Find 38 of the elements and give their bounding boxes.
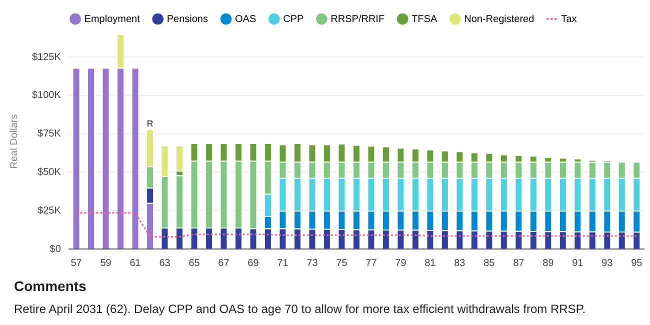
x-tick-label: 59: [100, 258, 112, 269]
x-tick-label: 73: [306, 258, 318, 269]
text: Retire April 2031 (62). Delay CPP and OAS to age 70 to allow for more tax efficient withdrawals from RRSP.: [14, 302, 587, 316]
x-tick-label: 63: [159, 258, 171, 269]
x-tick-label: 83: [454, 258, 466, 269]
legend-label: Employment: [84, 14, 140, 25]
y-tick-label: $25K: [38, 205, 62, 216]
annotation: R: [146, 118, 154, 129]
x-tick-label: 61: [130, 258, 142, 269]
legend-label: Tax: [561, 14, 577, 25]
y-tick-label: $0: [50, 244, 62, 255]
y-tick-label: $50K: [38, 166, 62, 178]
x-tick-label: 77: [366, 258, 378, 269]
y-tick-label: $100K: [32, 90, 62, 102]
x-tick-label: 87: [513, 258, 525, 269]
x-tick-label: 69: [248, 258, 260, 269]
legend-label: CPP: [283, 14, 304, 25]
x-tick-label: 85: [484, 258, 496, 269]
x-tick-label: 67: [218, 258, 230, 269]
legend-label: RRSP/RRIF: [330, 14, 385, 25]
legend-label: OAS: [234, 14, 256, 25]
x-tick-label: 95: [631, 258, 643, 269]
x-tick-label: 91: [572, 258, 584, 269]
y-tick-label: $125K: [32, 52, 62, 63]
x-tick-label: 89: [542, 258, 554, 269]
x-tick-label: 81: [424, 258, 436, 269]
legend-label: Non-Registered: [464, 14, 534, 25]
x-tick-label: 75: [336, 258, 348, 269]
x-tick-label: 71: [277, 258, 289, 269]
y-tick-label: $75K: [38, 128, 62, 140]
legend-label: Pensions: [166, 14, 208, 25]
text: Comments: [14, 278, 88, 294]
x-tick-label: 79: [395, 258, 407, 269]
x-tick-label: 57: [70, 258, 82, 269]
legend-label: TFSA: [412, 14, 438, 25]
x-tick-label: 65: [188, 258, 200, 269]
y-axis-title: Real Dollars: [8, 114, 20, 169]
x-tick-label: 93: [602, 258, 614, 269]
